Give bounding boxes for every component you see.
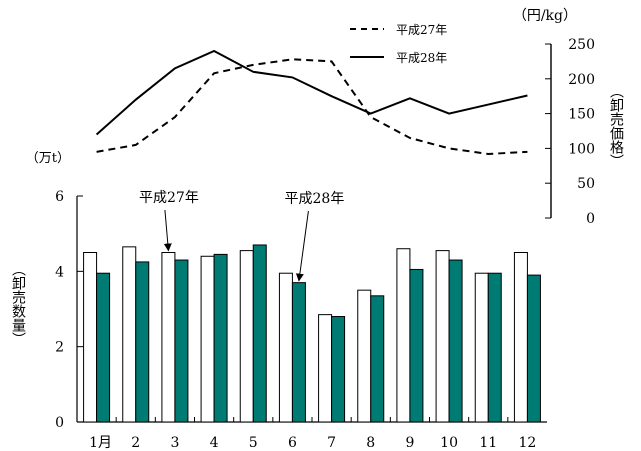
bar-layer	[83, 244, 541, 423]
bar-h27	[513, 252, 528, 423]
axes-layer	[76, 43, 552, 423]
line-layer	[95, 49, 528, 155]
bar-h27	[396, 248, 411, 423]
x-tick-label: 8	[366, 435, 375, 451]
bar-h27	[474, 272, 489, 423]
price-y-tick-label: 250	[568, 37, 595, 53]
annotation-arrow	[295, 210, 309, 282]
price-line-h27	[96, 58, 528, 155]
bar-y-axis-title: （卸売数量）	[10, 262, 26, 346]
bar-h27	[435, 250, 450, 423]
bar-h27	[239, 250, 254, 423]
bar-h28	[174, 259, 189, 423]
price-unit-label: （円/kg）	[513, 8, 577, 24]
price-y-axis-title: （卸売価格）	[608, 84, 624, 168]
bar-y-tick-label: 6	[55, 189, 64, 205]
price-line-h28	[95, 49, 528, 136]
annotation-arrow	[163, 209, 172, 252]
x-tick-label: 3	[170, 435, 179, 451]
bar-unit-label: （万t）	[26, 151, 70, 166]
bar-h28	[135, 261, 150, 423]
bar-h28	[213, 253, 228, 423]
bar-h28	[409, 268, 424, 423]
bar-y-tick-label: 0	[55, 415, 64, 431]
price-y-tick-label: 100	[568, 141, 595, 157]
price-y-tick-label: 50	[577, 176, 595, 192]
x-tick-label: 9	[405, 435, 414, 451]
price-y-tick-label: 0	[586, 211, 595, 227]
bar-h28	[526, 274, 541, 423]
price-y-tick-label: 200	[568, 72, 595, 88]
price-y-tick-label: 150	[568, 107, 595, 123]
bar-y-tick-label: 4	[55, 264, 64, 280]
x-tick-label: 2	[131, 435, 140, 451]
bar-h27	[278, 272, 293, 423]
legend-label: 平成28年	[396, 51, 447, 65]
x-tick-label: 4	[210, 435, 219, 451]
bar-h27	[83, 252, 98, 423]
bar-h28	[448, 259, 463, 423]
label-layer: 0 2 4 6 1月 2 3 4 5 6 7 8 9 10 11 12 0 50 100 150 200 250 平成27年…	[10, 8, 624, 451]
bar-h27	[357, 289, 372, 423]
annotation-label: 平成28年	[285, 191, 345, 207]
bar-h28	[370, 295, 385, 423]
bar-h27	[318, 314, 333, 423]
x-tick-label: 11	[479, 435, 497, 451]
bar-h28	[487, 272, 502, 423]
annotation-label: 平成27年	[139, 190, 199, 206]
x-tick-label: 6	[288, 435, 297, 451]
bar-h28	[331, 316, 346, 423]
bar-h28	[291, 282, 306, 423]
bar-y-tick-label: 2	[55, 340, 64, 356]
x-tick-label: 10	[440, 435, 458, 451]
bar-h27	[161, 252, 176, 423]
bar-h27	[200, 255, 215, 423]
x-tick-label: 1月	[89, 435, 112, 451]
bar-h27	[122, 246, 137, 423]
x-tick-label: 5	[249, 435, 258, 451]
legend-label: 平成27年	[396, 23, 447, 37]
bar-h28	[96, 272, 111, 423]
x-tick-label: 12	[519, 435, 537, 451]
x-tick-label: 7	[327, 435, 336, 451]
bar-h28	[252, 244, 267, 423]
